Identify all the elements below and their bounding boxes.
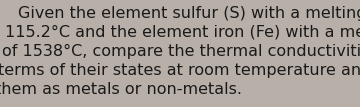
Text: Given the element sulfur (S) with a melting point of: Given the element sulfur (S) with a melt…	[18, 6, 360, 21]
Text: them as metals or non-metals.: them as metals or non-metals.	[0, 82, 242, 97]
Text: terms of their states at room temperature and classify: terms of their states at room temperatur…	[0, 63, 360, 78]
Text: 115.2°C and the element iron (Fe) with a melting p: 115.2°C and the element iron (Fe) with a…	[5, 25, 360, 40]
Text: of 1538°C, compare the thermal conductivities in: of 1538°C, compare the thermal conductiv…	[2, 44, 360, 59]
